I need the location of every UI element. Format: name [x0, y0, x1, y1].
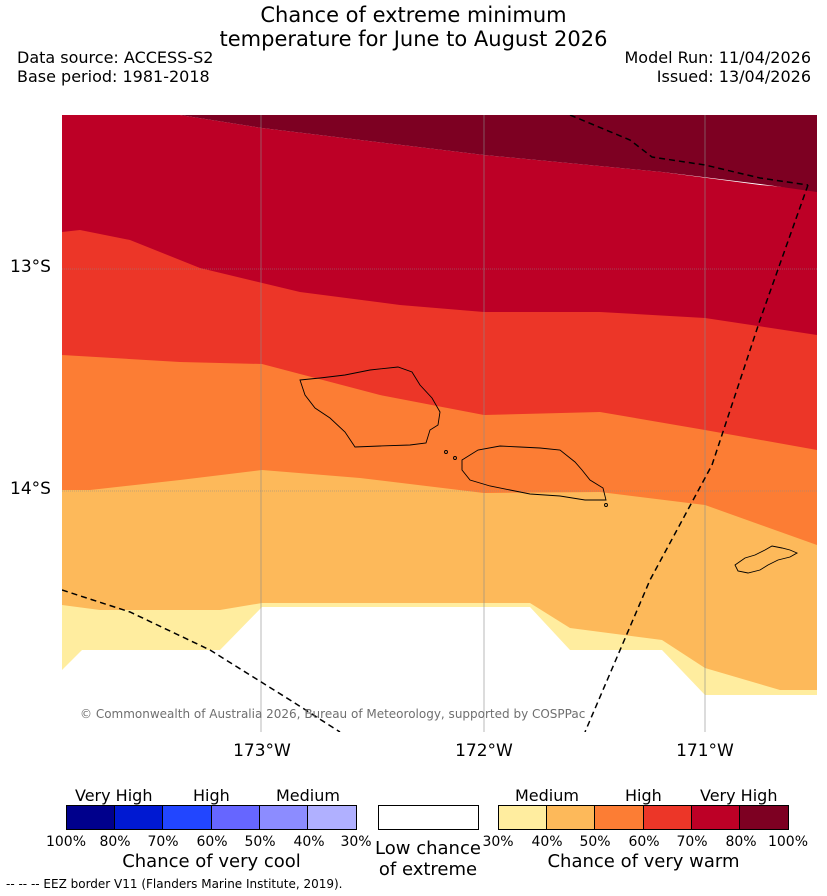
warm-swatch-70-80	[691, 806, 740, 829]
warm-tick: 30%	[482, 834, 514, 850]
cool-header-very-high: Very High	[75, 786, 153, 805]
header-right: Model Run: 11/04/2026 Issued: 13/04/2026	[625, 48, 812, 86]
upolu-island	[461, 445, 607, 501]
warm-colorbar	[498, 805, 789, 830]
lat-label-14s: 14°S	[10, 479, 51, 499]
warm-tick: 80%	[725, 834, 757, 850]
warm-tick: 60%	[628, 834, 660, 850]
warm-swatch-30-40	[499, 806, 548, 829]
coastlines	[299, 366, 799, 574]
low-chance-caption-line-2: of extreme	[378, 859, 478, 880]
cool-swatch-80-70	[115, 806, 164, 829]
cool-tick: 70%	[147, 834, 179, 850]
islet	[604, 503, 608, 507]
low-chance-caption: Low chance of extreme	[368, 838, 488, 880]
warm-swatch-40-50	[547, 806, 596, 829]
manono-islet	[444, 450, 448, 454]
map-area[interactable]	[62, 115, 817, 732]
title-line-2: temperature for June to August 2026	[219, 27, 608, 51]
lon-label-172w: 172°W	[455, 741, 513, 761]
eez-border	[62, 115, 809, 732]
cool-tick: 100%	[45, 834, 87, 850]
map-title: Chance of extreme minimum temperature fo…	[0, 3, 827, 51]
eez-border-north	[569, 115, 809, 186]
band-low-fill	[62, 607, 817, 732]
cool-tick: 60%	[196, 834, 228, 850]
cool-tick: 50%	[244, 834, 276, 850]
lon-label-173w: 173°W	[233, 741, 291, 761]
cool-colorbar	[66, 805, 357, 830]
cool-swatch-50-40	[259, 806, 308, 829]
warm-tick: 70%	[676, 834, 708, 850]
gridlines	[62, 115, 817, 732]
low-chance-swatch	[378, 805, 479, 830]
cool-caption: Chance of very cool	[122, 851, 301, 872]
band-very-high-100-top	[180, 115, 817, 192]
warm-swatch-60-70	[643, 806, 692, 829]
apolima-islet	[453, 456, 457, 460]
cool-header-high: High	[193, 786, 230, 805]
cool-header-medium: Medium	[276, 786, 340, 805]
cool-swatch-40-30	[307, 806, 357, 829]
lon-label-171w: 171°W	[676, 741, 734, 761]
cool-tick: 30%	[340, 834, 372, 850]
header-left: Data source: ACCESS-S2 Base period: 1981…	[17, 48, 213, 86]
tutuila-island	[734, 545, 799, 574]
warm-tick: 50%	[579, 834, 611, 850]
base-period: Base period: 1981-2018	[17, 67, 210, 86]
warm-header-high: High	[625, 786, 662, 805]
issued-date: Issued: 13/04/2026	[656, 67, 811, 86]
eez-footnote: -- -- -- EEZ border V11 (Flanders Marine…	[6, 877, 343, 891]
model-run: Model Run: 11/04/2026	[624, 48, 812, 67]
warm-header-medium: Medium	[515, 786, 579, 805]
warm-swatch-50-60	[595, 806, 644, 829]
warm-tick: 100%	[767, 834, 809, 850]
cool-swatch-100-80	[67, 806, 116, 829]
warm-tick: 40%	[531, 834, 563, 850]
warm-header-very-high: Very High	[700, 786, 778, 805]
eez-border-east	[584, 184, 809, 732]
cool-swatch-60-50	[211, 806, 260, 829]
savaii-island	[299, 366, 441, 448]
eez-border-south	[62, 589, 341, 732]
title-line-1: Chance of extreme minimum	[260, 3, 567, 27]
warm-swatch-80-100	[739, 806, 789, 829]
cool-swatch-70-60	[163, 806, 212, 829]
lat-label-13s: 13°S	[10, 257, 51, 277]
cool-tick: 40%	[293, 834, 325, 850]
data-source: Data source: ACCESS-S2	[17, 48, 214, 67]
low-chance-caption-line-1: Low chance	[375, 838, 481, 859]
copyright-notice: © Commonwealth of Australia 2026, Bureau…	[80, 707, 586, 721]
warm-caption: Chance of very warm	[547, 851, 740, 872]
cool-tick: 80%	[99, 834, 131, 850]
